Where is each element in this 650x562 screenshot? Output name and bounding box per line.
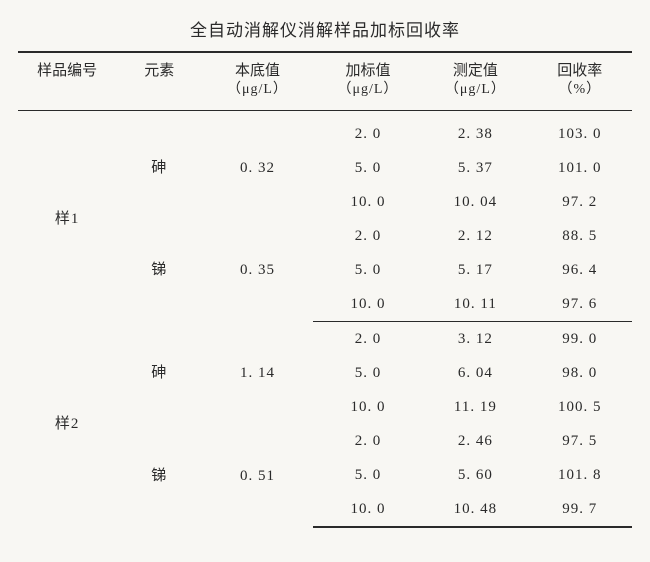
cell-base: 0. 32 [202,111,313,220]
cell-recovery: 103. 0 [528,111,632,152]
cell-spike: 5. 0 [313,253,424,287]
cell-spike: 10. 0 [313,287,424,322]
cell-base: 0. 35 [202,219,313,322]
cell-recovery: 101. 8 [528,458,632,492]
table-row: 样2 砷 1. 14 2. 0 3. 12 99. 0 [18,322,632,357]
cell-sample: 样1 [18,111,116,322]
cell-spike: 2. 0 [313,219,424,253]
cell-element: 砷 [116,322,202,425]
cell-recovery: 99. 0 [528,322,632,357]
cell-spike: 5. 0 [313,151,424,185]
cell-recovery: 101. 0 [528,151,632,185]
cell-recovery: 96. 4 [528,253,632,287]
col-base: 本底值（μg/L） [202,52,313,111]
cell-recovery: 88. 5 [528,219,632,253]
cell-measured: 2. 38 [423,111,527,152]
cell-measured: 10. 04 [423,185,527,219]
cell-measured: 2. 46 [423,424,527,458]
cell-measured: 5. 17 [423,253,527,287]
cell-recovery: 99. 7 [528,492,632,527]
cell-spike: 2. 0 [313,322,424,357]
col-recovery: 回收率（%） [528,52,632,111]
col-sample: 样品编号 [18,52,116,111]
cell-measured: 2. 12 [423,219,527,253]
col-measured: 测定值（μg/L） [423,52,527,111]
cell-element: 砷 [116,111,202,220]
table-header-row: 样品编号 元素 本底值（μg/L） 加标值（μg/L） 测定值（μg/L） 回收… [18,52,632,111]
cell-recovery: 97. 5 [528,424,632,458]
cell-spike: 5. 0 [313,458,424,492]
cell-recovery: 97. 2 [528,185,632,219]
cell-recovery: 98. 0 [528,356,632,390]
cell-measured: 5. 37 [423,151,527,185]
cell-measured: 10. 11 [423,287,527,322]
cell-spike: 10. 0 [313,185,424,219]
col-spike: 加标值（μg/L） [313,52,424,111]
cell-spike: 10. 0 [313,390,424,424]
cell-element: 锑 [116,219,202,322]
cell-spike: 2. 0 [313,111,424,152]
cell-sample: 样2 [18,322,116,528]
page: 全自动消解仪消解样品加标回收率 样品编号 元素 本底值（μg/L） 加标值（μg… [0,0,650,562]
cell-measured: 10. 48 [423,492,527,527]
cell-recovery: 97. 6 [528,287,632,322]
cell-measured: 3. 12 [423,322,527,357]
cell-base: 0. 51 [202,424,313,527]
table-row: 样1 砷 0. 32 2. 0 2. 38 103. 0 [18,111,632,152]
cell-measured: 5. 60 [423,458,527,492]
cell-measured: 6. 04 [423,356,527,390]
recovery-table: 样品编号 元素 本底值（μg/L） 加标值（μg/L） 测定值（μg/L） 回收… [18,51,632,528]
cell-spike: 10. 0 [313,492,424,527]
col-element: 元素 [116,52,202,111]
cell-measured: 11. 19 [423,390,527,424]
cell-spike: 5. 0 [313,356,424,390]
cell-recovery: 100. 5 [528,390,632,424]
table-title: 全自动消解仪消解样品加标回收率 [18,12,632,51]
cell-element: 锑 [116,424,202,527]
cell-base: 1. 14 [202,322,313,425]
cell-spike: 2. 0 [313,424,424,458]
